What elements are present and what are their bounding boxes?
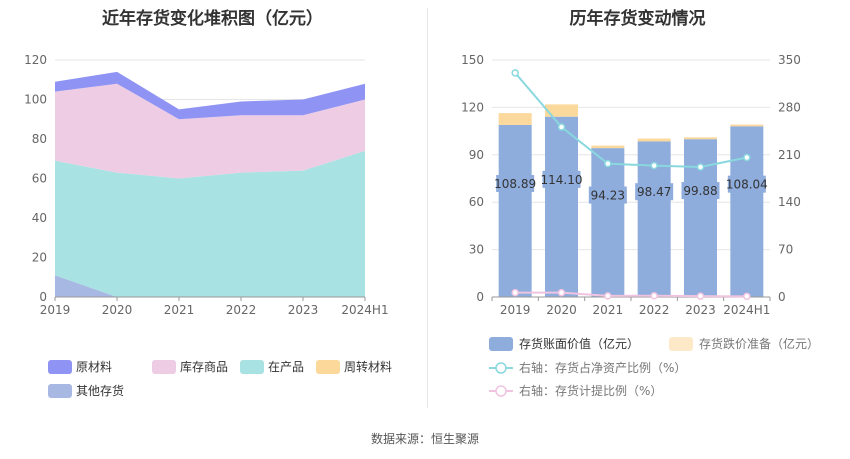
y2-tick-label: 280 — [778, 100, 801, 114]
y-tick-label: 20 — [32, 251, 47, 265]
y-tick-label: 80 — [32, 132, 47, 146]
data-label: 94.23 — [591, 189, 625, 203]
data-label-bg — [588, 186, 627, 204]
y-tick-label: 30 — [469, 243, 484, 257]
x-tick-label: 2019 — [500, 303, 531, 317]
y2-tick-label: 0 — [778, 290, 786, 304]
y-tick-label: 0 — [476, 290, 484, 304]
y-tick-label: 100 — [24, 93, 47, 107]
point-ratio — [557, 123, 566, 131]
area-goods — [55, 83, 365, 179]
bar-book-value — [498, 124, 532, 297]
legend-swatch-other — [48, 384, 72, 398]
bar-impairment — [684, 137, 717, 140]
x-tick-label: 2023 — [288, 303, 319, 317]
y-tick-label: 90 — [469, 148, 484, 162]
point-provision — [557, 288, 566, 297]
legend-label-other: 其他存货 — [76, 383, 124, 398]
y-tick-label: 60 — [32, 172, 47, 186]
point-provision — [696, 292, 705, 300]
data-label-bg — [542, 170, 581, 188]
legend-label-impairment: 存货跌价准备（亿元） — [699, 336, 819, 351]
x-tick-label: 2020 — [102, 303, 133, 317]
right-chart-title: 历年存货变动情况 — [569, 9, 706, 29]
point-provision — [604, 292, 612, 300]
bar-impairment — [730, 124, 764, 127]
x-tick-label: 2022 — [226, 303, 257, 317]
point-ratio — [511, 69, 519, 77]
area-raw_materials — [55, 71, 365, 120]
data-label: 114.10 — [541, 173, 583, 187]
x-tick-label: 2020 — [546, 303, 577, 317]
area-wip — [55, 150, 365, 297]
data-label-bg — [681, 182, 720, 200]
line-provision — [515, 291, 747, 298]
bar-impairment — [591, 145, 625, 149]
y-tick-label: 120 — [24, 53, 47, 67]
y-tick-label: 40 — [32, 211, 47, 225]
x-tick-label: 2021 — [164, 303, 195, 317]
data-label-bg — [727, 175, 766, 193]
y2-tick-label: 350 — [778, 53, 801, 67]
bar-impairment — [498, 113, 532, 125]
x-tick-label: 2024H1 — [341, 303, 388, 317]
y2-tick-label: 140 — [778, 195, 801, 209]
legend-swatch-impairment — [669, 337, 693, 351]
point-provision — [511, 288, 519, 297]
bar-book-value — [730, 126, 764, 297]
bar-book-value — [684, 139, 717, 297]
legend-swatch-book-value — [489, 337, 513, 351]
data-label: 108.89 — [494, 177, 536, 191]
x-tick-label: 2024H1 — [723, 303, 770, 317]
inventory-change-panel: 历年存货变动情况 0 30 60 90 120 150 0 70 140 210 280 350 108… — [425, 0, 850, 410]
area-other — [55, 275, 365, 297]
panel-divider — [427, 8, 428, 408]
y-tick-label: 120 — [461, 100, 484, 114]
data-label: 99.88 — [683, 184, 717, 198]
point-ratio — [650, 161, 658, 170]
data-source: 数据来源：恒生聚源 — [370, 432, 479, 446]
y2-tick-label: 70 — [778, 243, 793, 257]
legend-swatch-turnover — [316, 360, 340, 374]
y-tick-label: 60 — [469, 195, 484, 209]
data-label: 98.47 — [637, 185, 671, 199]
data-label-bg — [635, 183, 674, 201]
inventory-combo-chart: 0 30 60 90 120 150 0 70 140 210 280 350 108.89 114.10… — [461, 53, 819, 398]
legend-label-book-value: 存货账面价值（亿元） — [519, 336, 639, 351]
legend-label-goods: 库存商品 — [180, 359, 228, 374]
bar-impairment — [637, 138, 671, 142]
legend-label-raw_materials: 原材料 — [76, 360, 112, 374]
x-tick-label: 2019 — [40, 303, 71, 317]
legend-marker-provision — [495, 385, 507, 397]
y-tick-label: 0 — [39, 290, 47, 304]
stacked-area-chart: 0 20 40 60 80 100 120 2019 2020 2021 2022 2023 2024H… — [24, 53, 392, 398]
left-chart-title: 近年存货变化堆积图（亿元） — [102, 9, 323, 29]
data-label: 108.04 — [726, 178, 768, 192]
data-label-bg — [496, 174, 535, 192]
point-ratio — [696, 163, 705, 171]
legend-marker-ratio — [495, 362, 507, 374]
bar-book-value — [545, 116, 578, 297]
legend-swatch-wip — [240, 360, 264, 374]
bar-impairment — [545, 104, 578, 117]
point-provision — [743, 292, 751, 301]
x-tick-label: 2021 — [593, 303, 624, 317]
bar-book-value — [591, 148, 625, 297]
line-ratio — [514, 72, 748, 168]
legend-label-ratio: 右轴：存货占净资产比例（%） — [519, 360, 686, 375]
legend-label-wip: 在产品 — [268, 360, 304, 374]
legend-label-provision: 右轴：存货计提比例（%） — [519, 383, 662, 398]
stacked-area-panel: 近年存货变化堆积图（亿元） 0 20 40 60 80 100 120 2019 2020 202… — [0, 0, 425, 410]
y2-tick-label: 210 — [778, 148, 801, 162]
x-tick-label: 2023 — [685, 303, 716, 317]
point-provision — [650, 292, 658, 300]
legend-label-turnover: 周转材料 — [344, 359, 392, 374]
point-ratio — [604, 159, 612, 168]
y-tick-label: 150 — [461, 53, 484, 67]
point-ratio — [743, 153, 751, 162]
x-tick-label: 2022 — [639, 303, 670, 317]
legend-swatch-raw_materials — [48, 360, 72, 374]
legend-swatch-goods — [152, 360, 176, 374]
